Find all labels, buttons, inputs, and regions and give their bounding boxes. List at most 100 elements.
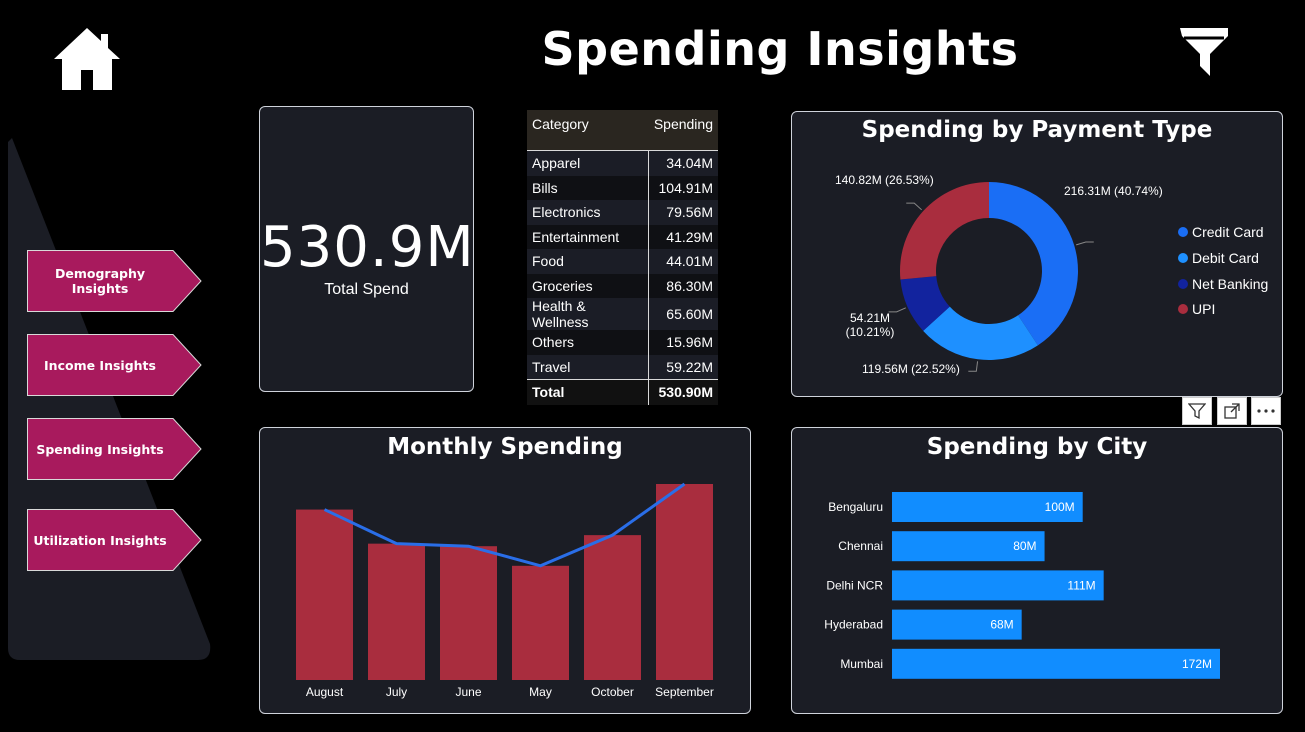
- legend-item-credit-card[interactable]: Credit Card: [1178, 224, 1264, 240]
- x-tick-label: August: [306, 685, 344, 699]
- bar-mumbai[interactable]: [892, 648, 1220, 679]
- legend-label: Credit Card: [1192, 224, 1264, 240]
- monthly-combo-chart[interactable]: August July June May October September: [260, 428, 750, 713]
- nav-utilization-insights[interactable]: Utilization Insights: [27, 509, 202, 571]
- visual-filter-button[interactable]: [1182, 397, 1212, 425]
- x-tick-label: October: [591, 685, 634, 699]
- filter-icon[interactable]: [1178, 26, 1230, 78]
- bar-june[interactable]: [440, 546, 497, 680]
- table-row[interactable]: Apparel 34.04M: [527, 150, 718, 176]
- nav-label: Income Insights: [44, 357, 156, 373]
- column-header-spending[interactable]: Spending: [648, 110, 718, 151]
- city-spending-chart-panel[interactable]: Spending by City Bengaluru 100M Chennai 80M…: [791, 427, 1283, 714]
- total-value-cell: 530.90M: [648, 379, 718, 405]
- category-cell: Entertainment: [527, 224, 649, 249]
- x-tick-label: July: [386, 685, 407, 699]
- monthly-spending-chart-panel[interactable]: Monthly Spending August July June May Octobe…: [259, 427, 751, 714]
- spending-cell: 86.30M: [648, 273, 718, 298]
- data-label: 68M: [990, 618, 1013, 632]
- table-row[interactable]: Bills 104.91M: [527, 175, 718, 200]
- bar-july[interactable]: [368, 543, 425, 680]
- bar-bengaluru[interactable]: [892, 492, 1083, 522]
- donut-slice-debit-card[interactable]: [923, 306, 1038, 360]
- total-label-cell: Total: [527, 379, 649, 405]
- leader-line: [906, 202, 922, 211]
- legend-item-debit-card[interactable]: Debit Card: [1178, 250, 1259, 266]
- total-spend-card[interactable]: 530.9M Total Spend: [259, 106, 474, 392]
- category-cell: Electronics: [527, 200, 649, 225]
- trend-line[interactable]: [323, 482, 686, 568]
- table-row[interactable]: Groceries 86.30M: [527, 273, 718, 298]
- nav-demography-insights[interactable]: Demography Insights: [27, 250, 202, 312]
- data-label-credit-card: 216.31M (40.74%): [1064, 184, 1163, 198]
- spending-cell: 41.29M: [648, 224, 718, 249]
- y-tick-label: Delhi NCR: [826, 578, 883, 592]
- leader-line: [968, 361, 979, 372]
- nav-label: Utilization Insights: [33, 532, 167, 548]
- category-cell: Travel: [527, 354, 649, 380]
- focus-mode-icon: [1224, 403, 1240, 419]
- nav-income-insights[interactable]: Income Insights: [27, 334, 202, 396]
- city-bar-chart[interactable]: Bengaluru 100M Chennai 80M Delhi NCR 111M Hyde…: [792, 428, 1282, 713]
- legend-label: Debit Card: [1192, 250, 1259, 266]
- bar-hyderabad[interactable]: [892, 609, 1022, 640]
- column-header-category[interactable]: Category: [527, 110, 649, 151]
- bar-chennai[interactable]: [892, 531, 1045, 562]
- x-tick-label: June: [455, 685, 481, 699]
- data-label-net-banking: 54.21M (10.21%): [845, 311, 895, 339]
- table-row[interactable]: Food 44.01M: [527, 249, 718, 274]
- legend-item-upi[interactable]: UPI: [1178, 301, 1215, 317]
- donut-chart[interactable]: [792, 112, 1282, 396]
- leader-line: [1076, 241, 1094, 246]
- nav-spending-insights[interactable]: Spending Insights: [27, 418, 202, 480]
- home-icon[interactable]: [52, 26, 122, 92]
- legend-marker: [1178, 227, 1188, 237]
- more-options-button[interactable]: [1251, 397, 1281, 425]
- donut-slice-net-banking[interactable]: [900, 276, 950, 331]
- x-tick-label: September: [655, 685, 714, 699]
- category-cell: Food: [527, 249, 649, 274]
- leader-line: [888, 307, 906, 313]
- sidebar-panel: [6, 138, 212, 664]
- table-row[interactable]: Entertainment 41.29M: [527, 224, 718, 249]
- data-label: 80M: [1013, 539, 1036, 553]
- donut-slice-upi[interactable]: [900, 182, 989, 280]
- y-tick-label: Bengaluru: [828, 500, 883, 514]
- table-total-row[interactable]: Total 530.90M: [527, 379, 718, 405]
- spending-cell: 79.56M: [648, 200, 718, 225]
- more-options-icon: [1257, 409, 1275, 413]
- category-spending-table[interactable]: Category Spending Apparel 34.04M Bills 1…: [527, 110, 718, 405]
- spending-cell: 34.04M: [648, 150, 718, 176]
- payment-type-chart-panel[interactable]: Spending by Payment Type Credit Card Deb…: [791, 111, 1283, 397]
- bar-august[interactable]: [296, 509, 353, 680]
- chart-title: Spending by Payment Type: [861, 117, 1213, 143]
- table-row[interactable]: Others 15.96M: [527, 330, 718, 355]
- page-title: Spending Insights: [541, 22, 1019, 76]
- bar-may[interactable]: [512, 565, 569, 680]
- category-cell: Health & Wellness: [527, 298, 649, 330]
- category-cell: Bills: [527, 175, 649, 200]
- legend-item-net-banking[interactable]: Net Banking: [1178, 276, 1268, 292]
- table-row[interactable]: Health & Wellness 65.60M: [527, 298, 718, 330]
- category-cell: Groceries: [527, 273, 649, 298]
- spending-cell: 59.22M: [648, 354, 718, 380]
- donut-slice-credit-card[interactable]: [989, 182, 1078, 346]
- x-tick-label: May: [529, 685, 552, 699]
- y-tick-label: Hyderabad: [824, 618, 883, 632]
- table-row[interactable]: Travel 59.22M: [527, 354, 718, 380]
- funnel-icon: [1188, 403, 1206, 420]
- y-tick-label: Mumbai: [840, 657, 883, 671]
- nav-label: Spending Insights: [36, 441, 164, 457]
- focus-mode-button[interactable]: [1217, 397, 1247, 425]
- data-label-debit-card: 119.56M (22.52%): [862, 362, 960, 376]
- table-row[interactable]: Electronics 79.56M: [527, 200, 718, 225]
- kpi-label: Total Spend: [324, 281, 409, 298]
- data-label: 111M: [1067, 578, 1095, 592]
- spending-cell: 44.01M: [648, 249, 718, 274]
- chart-title: Spending by City: [926, 434, 1148, 460]
- bar-october[interactable]: [584, 535, 641, 680]
- bar-september[interactable]: [656, 484, 713, 680]
- legend-marker: [1178, 253, 1188, 263]
- bar-delhi-ncr[interactable]: [892, 570, 1104, 601]
- chart-title: Monthly Spending: [387, 434, 623, 460]
